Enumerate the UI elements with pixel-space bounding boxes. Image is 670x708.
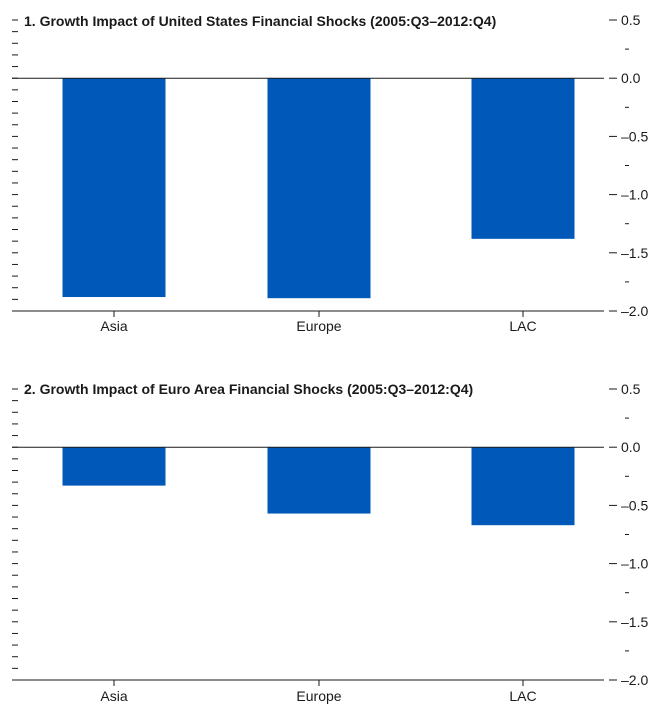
panel-title: 1. Growth Impact of United States Financ… (24, 13, 496, 29)
panel-title: 2. Growth Impact of Euro Area Financial … (24, 381, 473, 397)
y-tick-label: 0.0 (621, 439, 641, 455)
y-tick-label: 0.0 (621, 70, 641, 86)
y-tick-label: –0.5 (621, 497, 648, 513)
category-label-lac: LAC (509, 688, 536, 704)
category-label-asia: Asia (100, 318, 127, 334)
bar-lac (471, 78, 575, 239)
y-tick-label: –0.5 (621, 128, 648, 144)
bar-asia (62, 78, 166, 298)
category-label-asia: Asia (100, 688, 127, 704)
category-label-lac: LAC (509, 318, 536, 334)
bar-lac (471, 447, 575, 526)
y-tick-label: –2.0 (621, 303, 648, 319)
category-label-europe: Europe (296, 688, 341, 704)
y-tick-label: –1.5 (621, 245, 648, 261)
y-tick-label: 0.5 (621, 12, 641, 28)
y-tick-label: –1.5 (621, 614, 648, 630)
bar-europe (267, 447, 371, 514)
y-tick-label: –1.0 (621, 187, 648, 203)
panel-euro-shocks: 2. Growth Impact of Euro Area Financial … (12, 381, 648, 704)
panel-us-shocks: 1. Growth Impact of United States Financ… (12, 12, 648, 334)
y-tick-label: –1.0 (621, 556, 648, 572)
category-label-europe: Europe (296, 318, 341, 334)
bar-asia (62, 447, 166, 486)
y-tick-label: –2.0 (621, 672, 648, 688)
y-tick-label: 0.5 (621, 381, 641, 397)
bar-europe (267, 78, 371, 299)
